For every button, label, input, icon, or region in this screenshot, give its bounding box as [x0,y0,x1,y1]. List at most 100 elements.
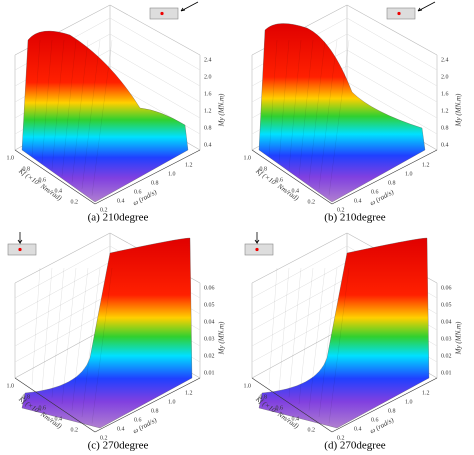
frame-line [109,4,201,56]
z-tick-label: 2.0 [441,74,449,80]
frame-line [251,232,348,284]
y-tick-label: 1.0 [168,399,176,405]
axis-line [251,377,333,433]
y-tick-label: 0.4 [117,426,125,432]
axis-line [94,377,201,433]
y-tick-label: 0.8 [151,408,159,414]
mesh-line [71,39,89,183]
y-tick-label: 1.0 [405,399,413,405]
inset-dot [397,11,401,16]
mesh-line [318,267,338,418]
frame-line [14,325,111,379]
surface [21,30,189,203]
x-tick-label: 0.8 [23,394,31,400]
grid-line [346,49,438,103]
grid-line [109,17,201,71]
surface [258,237,430,429]
grid-line [346,81,438,135]
z-tick-label: 0.05 [441,302,452,308]
x-tick-label: 0.6 [276,405,284,411]
x-tick-label: 0.4 [55,188,63,194]
mesh-line [51,39,65,170]
y-tick-label: 1.2 [185,162,193,168]
x-tick-label: 0.4 [292,416,300,422]
grid-line [14,261,111,315]
grid-line [109,65,201,119]
z-tick-label: 2.4 [441,57,449,63]
z-tick-label: 0.04 [204,319,215,325]
z-tick-label: 0.05 [204,302,215,308]
y-tick-label: 0.2 [337,207,345,213]
y-tick-label: 0.8 [388,180,396,186]
y-tick-label: 0.6 [134,417,142,423]
x-tick-label: 0.2 [71,427,79,433]
caption: (b) 210degree [324,212,386,224]
inset-arrow [417,1,436,12]
x-tick-label: 0.8 [260,394,268,400]
y-tick-label: 0.6 [371,417,379,423]
grid-line [14,293,111,347]
z-tick-label: 1.6 [204,91,212,97]
z-tick-label: 0.06 [441,285,452,291]
mesh-line [31,267,41,385]
mesh-line [278,39,290,164]
x-tick-label: 0.2 [308,427,316,433]
z-axis-label: My (MN.m) [218,321,226,355]
x-tick-label: 1.0 [244,383,252,389]
mesh-line [41,267,53,392]
y-tick-label: 0.2 [100,207,108,213]
mesh-line [91,267,113,424]
inset-icon [244,243,274,256]
y-tick-label: 0.6 [371,189,379,195]
grid-line [346,65,438,119]
axis-line [331,149,438,205]
frame-line [251,325,348,379]
panel: 2.4 2.0 1.6 1.2 0.8 0.4 1.0 0.8 0.6 0.4 0.2 0.2 0.4 0… [7,1,226,224]
x-tick-label: 0.2 [71,199,79,205]
x-tick-label: 0.4 [292,188,300,194]
inset-dot [160,11,164,16]
mesh-line [61,39,77,177]
z-tick-label: 0.8 [204,125,212,131]
x-tick-label: 0.2 [308,199,316,205]
x-tick-label: 0.4 [55,416,63,422]
z-tick-label: 0.02 [441,353,452,359]
y-tick-label: 1.2 [422,390,430,396]
z-tick-label: 0.4 [204,142,212,148]
grid-line [251,309,348,363]
inset-dot [18,247,22,252]
mesh-line [278,267,290,392]
mesh-line [298,267,314,405]
inset-dot [255,247,259,252]
caption: (d) 270degree [324,440,386,452]
mesh-line [51,267,65,398]
y-tick-label: 0.4 [117,198,125,204]
mesh-line [318,39,338,190]
x-tick-label: 0.6 [276,177,284,183]
mesh-line [81,267,101,418]
frame-line [346,4,438,56]
axis-line [331,377,438,433]
z-tick-label: 1.2 [441,108,449,114]
y-tick-label: 0.4 [354,198,362,204]
grid-line [14,309,111,363]
grid-line [14,277,111,331]
panel: 0.06 0.05 0.04 0.03 0.02 0.01 1.0 0.8 0.6 0.4 0.2 0… [244,232,463,452]
y-tick-label: 1.2 [185,390,193,396]
y-tick-label: 0.4 [354,426,362,432]
x-tick-label: 0.8 [23,166,31,172]
y-tick-label: 0.2 [337,435,345,441]
mesh-line [71,267,89,411]
mesh-line [91,39,113,196]
y-tick-label: 0.8 [388,408,396,414]
grid-line [109,33,201,87]
grid-line [346,33,438,87]
x-tick-label: 0.6 [39,177,47,183]
mesh-line [328,267,350,424]
z-tick-label: 0.01 [441,370,452,376]
mesh-line [81,39,101,190]
axis-line [251,149,333,205]
mesh-line [61,267,77,405]
x-tick-label: 1.0 [244,155,252,161]
